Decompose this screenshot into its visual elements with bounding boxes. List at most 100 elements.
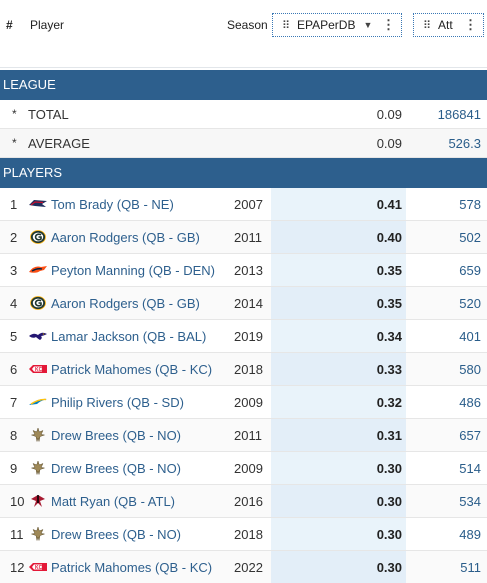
season-value: 2011 [234, 427, 262, 443]
row-rank: 11 [10, 526, 24, 542]
season-value: 2007 [234, 196, 263, 212]
column-menu-icon[interactable]: ⋮ [464, 17, 477, 32]
epa-value: 0.30 [271, 485, 406, 517]
player-name-link[interactable]: Peyton Manning (QB - DEN) [51, 262, 216, 278]
att-column-header: Att [438, 18, 453, 32]
epa-value: 0.30 [271, 452, 406, 484]
player-name-link[interactable]: Aaron Rodgers (QB - GB) [51, 229, 200, 245]
saints-logo-icon [28, 518, 48, 550]
row-label: TOTAL [28, 106, 69, 122]
chargers-logo-icon [28, 386, 48, 418]
epa-column-header: EPAPerDB [297, 18, 356, 32]
player-name-link[interactable]: Drew Brees (QB - NO) [51, 427, 182, 443]
player-row: 4 Aaron Rodgers (QB - GB) 2014 0.35 520 [0, 287, 487, 320]
drag-handle-icon[interactable]: ⠿ [422, 19, 431, 32]
table-header: # Player Season ⠿ EPAPerDB ▼ ⋮ ⠿ Att ⋮ [0, 0, 487, 68]
att-value: 534 [459, 493, 481, 509]
epa-value: 0.34 [271, 320, 406, 352]
epa-value: 0.09 [376, 135, 402, 151]
league-total-row: * TOTAL 0.09 186841 [0, 100, 487, 129]
epa-value: 0.30 [271, 518, 406, 550]
player-row: 5 Lamar Jackson (QB - BAL) 2019 0.34 401 [0, 320, 487, 353]
epa-value: 0.09 [376, 106, 402, 122]
season-column-header[interactable]: Season [227, 18, 268, 32]
row-rank: 3 [10, 262, 18, 278]
att-value: 578 [459, 196, 481, 212]
row-rank: 2 [10, 229, 18, 245]
ravens-logo-icon [28, 320, 48, 352]
season-value: 2009 [234, 460, 263, 476]
sort-desc-icon[interactable]: ▼ [363, 20, 373, 30]
att-value: 489 [459, 526, 481, 542]
season-value: 2022 [234, 559, 263, 575]
season-value: 2018 [234, 526, 263, 542]
player-name-link[interactable]: Matt Ryan (QB - ATL) [51, 493, 176, 509]
season-value: 2011 [234, 229, 262, 245]
player-row: 1 Tom Brady (QB - NE) 2007 0.41 578 [0, 188, 487, 221]
att-value: 502 [459, 229, 481, 245]
att-value: 659 [459, 262, 481, 278]
player-name-link[interactable]: Aaron Rodgers (QB - GB) [51, 295, 200, 311]
att-value: 186841 [437, 106, 481, 122]
season-value: 2019 [234, 328, 263, 344]
season-value: 2013 [234, 262, 263, 278]
player-row: 9 Drew Brees (QB - NO) 2009 0.30 514 [0, 452, 487, 485]
att-value: 520 [459, 295, 481, 311]
column-menu-icon[interactable]: ⋮ [382, 17, 395, 32]
att-value: 580 [459, 361, 481, 377]
chiefs-logo-icon: KC [28, 551, 48, 583]
svg-text:KC: KC [35, 565, 43, 571]
player-name-link[interactable]: Drew Brees (QB - NO) [51, 526, 182, 542]
player-row: 10 Matt Ryan (QB - ATL) 2016 0.30 534 [0, 485, 487, 518]
player-name-link[interactable]: Patrick Mahomes (QB - KC) [51, 559, 213, 575]
player-row: 3 Peyton Manning (QB - DEN) 2013 0.35 659 [0, 254, 487, 287]
player-row: 6 KC Patrick Mahomes (QB - KC) 2018 0.33 580 [0, 353, 487, 386]
row-marker: * [12, 136, 17, 150]
epa-value: 0.35 [271, 254, 406, 286]
epa-value: 0.32 [271, 386, 406, 418]
season-value: 2009 [234, 394, 263, 410]
player-column-header[interactable]: Player [30, 18, 65, 32]
att-value: 486 [459, 394, 481, 410]
att-value: 514 [459, 460, 481, 476]
row-rank: 1 [10, 196, 18, 212]
index-column-header: # [6, 18, 13, 32]
epa-value: 0.40 [271, 221, 406, 253]
epa-value: 0.30 [271, 551, 406, 583]
svg-text:KC: KC [35, 367, 43, 373]
player-name-link[interactable]: Philip Rivers (QB - SD) [51, 394, 184, 410]
player-row: 12 KC Patrick Mahomes (QB - KC) 2022 0.30 511 [0, 551, 487, 583]
packers-logo-icon [28, 287, 48, 319]
player-name-link[interactable]: Patrick Mahomes (QB - KC) [51, 361, 213, 377]
saints-logo-icon [28, 452, 48, 484]
epa-value: 0.41 [271, 188, 406, 220]
row-rank: 10 [10, 493, 25, 509]
player-row: 7 Philip Rivers (QB - SD) 2009 0.32 486 [0, 386, 487, 419]
att-column-chip[interactable]: ⠿ Att ⋮ [413, 13, 484, 37]
drag-handle-icon[interactable]: ⠿ [281, 19, 290, 32]
player-name-link[interactable]: Lamar Jackson (QB - BAL) [51, 328, 207, 344]
row-rank: 4 [10, 295, 18, 311]
player-name-link[interactable]: Tom Brady (QB - NE) [51, 196, 174, 212]
row-label: AVERAGE [28, 135, 90, 151]
season-value: 2018 [234, 361, 263, 377]
falcons-logo-icon [28, 485, 48, 517]
chiefs-logo-icon: KC [28, 353, 48, 385]
row-rank: 7 [10, 394, 18, 410]
packers-logo-icon [28, 221, 48, 253]
season-value: 2014 [234, 295, 263, 311]
row-rank: 9 [10, 460, 18, 476]
epa-column-chip[interactable]: ⠿ EPAPerDB ▼ ⋮ [272, 13, 402, 37]
row-marker: * [12, 107, 17, 121]
epa-value: 0.35 [271, 287, 406, 319]
epa-value: 0.31 [271, 419, 406, 451]
row-rank: 6 [10, 361, 18, 377]
att-value: 401 [459, 328, 481, 344]
player-row: 8 Drew Brees (QB - NO) 2011 0.31 657 [0, 419, 487, 452]
saints-logo-icon [28, 419, 48, 451]
player-name-link[interactable]: Drew Brees (QB - NO) [51, 460, 182, 476]
row-rank: 5 [10, 328, 18, 344]
player-row: 2 Aaron Rodgers (QB - GB) 2011 0.40 502 [0, 221, 487, 254]
player-row: 11 Drew Brees (QB - NO) 2018 0.30 489 [0, 518, 487, 551]
season-value: 2016 [234, 493, 263, 509]
